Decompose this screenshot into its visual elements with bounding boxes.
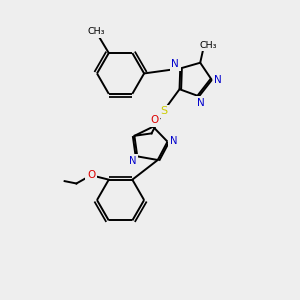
Text: S: S bbox=[160, 106, 167, 116]
Text: N: N bbox=[171, 59, 179, 70]
Text: O: O bbox=[87, 170, 95, 180]
Text: O: O bbox=[150, 115, 158, 125]
Text: N: N bbox=[197, 98, 205, 107]
Text: CH₃: CH₃ bbox=[200, 40, 217, 50]
Text: N: N bbox=[214, 75, 222, 85]
Text: N: N bbox=[129, 156, 136, 166]
Text: CH₃: CH₃ bbox=[88, 27, 105, 36]
Text: N: N bbox=[170, 136, 178, 146]
